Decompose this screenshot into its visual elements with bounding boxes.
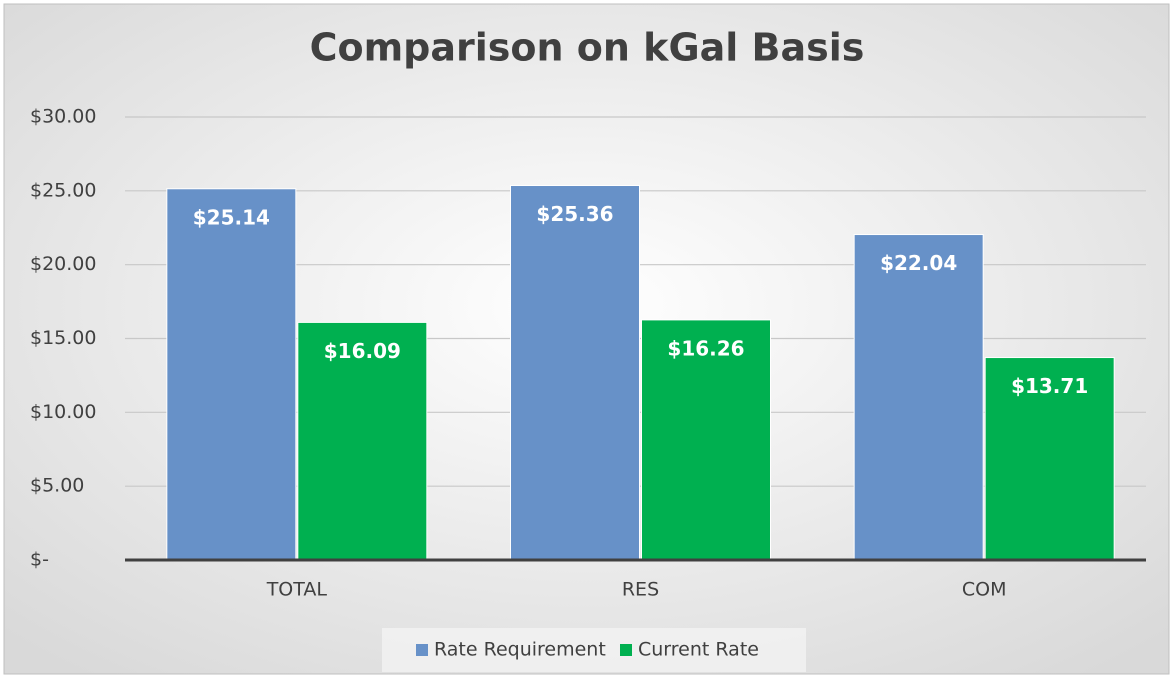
y-tick-label: $5.00: [30, 475, 84, 497]
y-tick-label: $15.00: [30, 327, 96, 349]
y-tick-label: $-: [30, 549, 49, 571]
data-label: $16.09: [324, 339, 401, 363]
data-label: $13.71: [1011, 374, 1088, 398]
legend-label: Current Rate: [638, 639, 759, 661]
legend-label: Rate Requirement: [434, 639, 606, 661]
data-label: $25.36: [536, 202, 613, 226]
legend-swatch: [620, 644, 632, 656]
bar: [510, 185, 640, 561]
y-tick-label: $10.00: [30, 401, 96, 423]
chart-title: Comparison on kGal Basis: [310, 26, 865, 70]
x-tick-label: TOTAL: [266, 579, 328, 601]
bar: [297, 321, 428, 561]
bar: [166, 188, 297, 561]
legend-swatch: [416, 644, 428, 656]
legend-box: [382, 628, 806, 672]
y-tick-label: $20.00: [30, 253, 96, 275]
x-tick-label: COM: [962, 579, 1007, 601]
data-label: $22.04: [880, 251, 957, 275]
x-tick-label: RES: [622, 579, 659, 601]
y-tick-label: $25.00: [30, 179, 96, 201]
y-tick-label: $30.00: [30, 106, 96, 128]
bar: [984, 357, 1115, 561]
data-label: $16.26: [667, 336, 744, 360]
data-label: $25.14: [193, 205, 270, 229]
bar: [853, 234, 984, 561]
